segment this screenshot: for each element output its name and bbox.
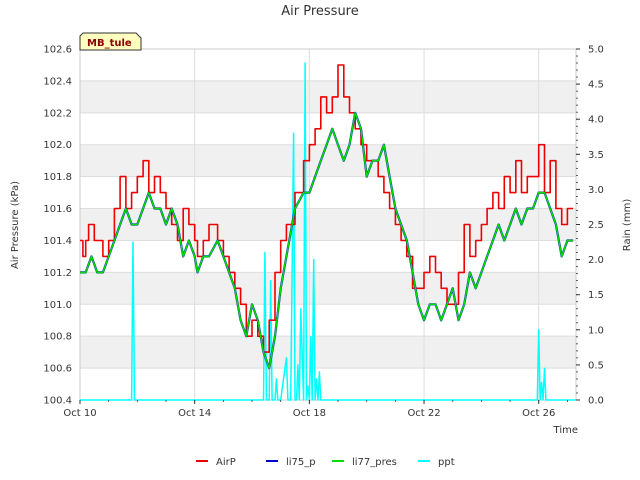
y2-tick-label: 2.0 [588, 255, 604, 266]
legend-label-li75_p: li75_p [286, 457, 316, 468]
station-tag: MB_tule [79, 32, 142, 51]
y2-tick-label: 4.0 [588, 115, 604, 126]
series-layer [80, 62, 576, 401]
y2-tick-label: 5.0 [588, 45, 604, 56]
background-bands [80, 80, 576, 369]
y-tick-label: 100.6 [43, 364, 72, 375]
y-tick-label: 102.2 [43, 108, 72, 119]
x-axis-label: Time [553, 425, 578, 436]
y-tick-label: 102.0 [43, 140, 72, 151]
y2-tick-label: 0.0 [588, 396, 604, 407]
x-tick-label: Oct 14 [178, 408, 211, 419]
x-tick-label: Oct 22 [407, 408, 440, 419]
y2-tick-label: 4.5 [588, 80, 604, 91]
grid-band [80, 144, 576, 177]
grid-band [80, 336, 576, 369]
y-tick-label: 101.2 [43, 268, 72, 279]
grid-band [80, 272, 576, 305]
y-tick-label: 101.4 [43, 236, 72, 247]
legend-label-li77_pres: li77_pres [352, 457, 397, 468]
y2-tick-label: 2.5 [588, 220, 604, 231]
y-tick-label: 101.6 [43, 204, 72, 215]
legend-label-AirP: AirP [216, 457, 236, 468]
axes: 100.4 100.6 100.8 101.0 101.2 101.4 101.6 101.8… [43, 45, 604, 420]
grid-band [80, 80, 576, 113]
y2-tick-label: 1.5 [588, 290, 604, 301]
y-tick-label: 100.4 [43, 396, 72, 407]
x-tick-label: Oct 26 [522, 408, 555, 419]
y2-tick-label: 1.0 [588, 325, 604, 336]
legend-label-ppt: ppt [438, 457, 455, 468]
y-tick-label: 102.6 [43, 45, 72, 56]
y2-axis-label: Rain (mm) [622, 199, 633, 252]
x-tick-label: Oct 10 [63, 408, 96, 419]
y2-tick-label: 3.5 [588, 150, 604, 161]
station-label: MB_tule [87, 38, 132, 49]
y-axis-label: Air Pressure (kPa) [10, 181, 21, 269]
chart-title: Air Pressure [281, 4, 359, 19]
y-tick-label: 100.8 [43, 332, 72, 343]
series-line-ppt [80, 62, 576, 401]
legend: AirP li75_p li77_pres ppt [196, 457, 455, 468]
station-tag-box [79, 32, 142, 51]
y2-tick-label: 0.5 [588, 360, 604, 371]
y2-tick-label: 3.0 [588, 185, 604, 196]
series-line-AirP [80, 64, 574, 353]
y-tick-label: 102.4 [43, 76, 72, 87]
y-tick-label: 101.0 [43, 300, 72, 311]
y-tick-label: 101.8 [43, 172, 72, 183]
x-tick-label: Oct 18 [293, 408, 326, 419]
series-line-li77_pres [80, 112, 574, 369]
